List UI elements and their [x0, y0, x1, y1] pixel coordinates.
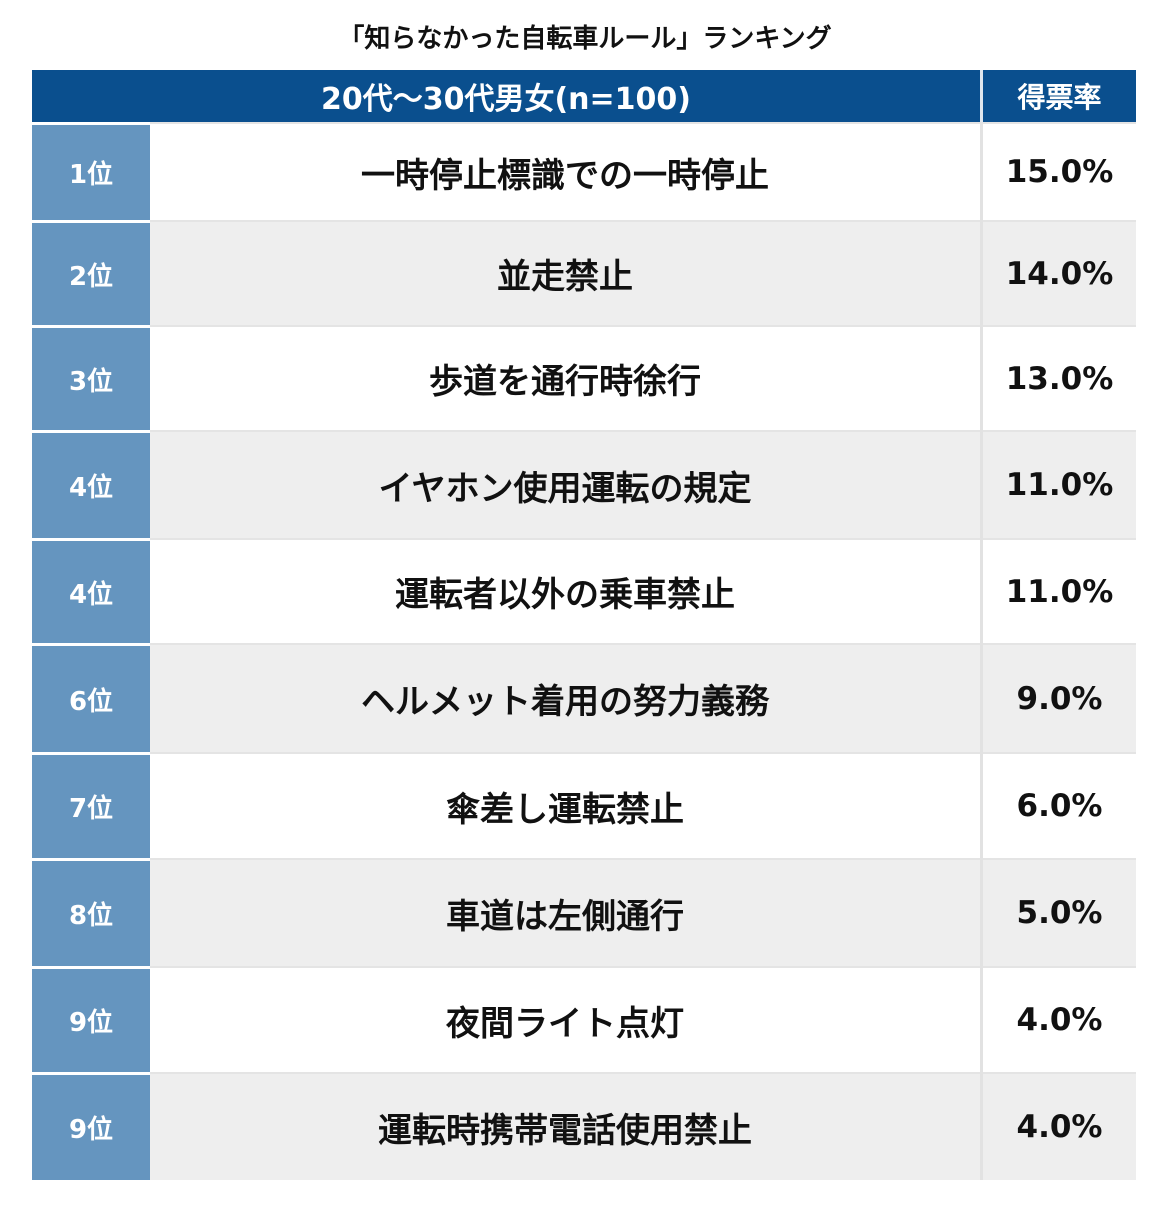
rank-cell: 1位: [32, 122, 150, 220]
item-cell: 車道は左側通行: [150, 858, 980, 966]
table-row: 7位 傘差し運転禁止 6.0%: [32, 752, 1136, 858]
item-cell: 一時停止標識での一時停止: [150, 122, 980, 220]
rate-cell: 11.0%: [983, 538, 1136, 643]
item-cell: 傘差し運転禁止: [150, 752, 980, 858]
table-row: 4位 イヤホン使用運転の規定 11.0%: [32, 430, 1136, 538]
rank-cell: 4位: [32, 538, 150, 643]
column-divider: [980, 966, 983, 1072]
column-divider: [980, 430, 983, 538]
rate-cell: 15.0%: [983, 122, 1136, 220]
table-row: 3位 歩道を通行時徐行 13.0%: [32, 325, 1136, 430]
column-divider: [980, 643, 983, 752]
rate-cell: 13.0%: [983, 325, 1136, 430]
item-cell: 運転者以外の乗車禁止: [150, 538, 980, 643]
table-row: 6位 ヘルメット着用の努力義務 9.0%: [32, 643, 1136, 752]
column-divider: [980, 1072, 983, 1180]
table-row: 9位 運転時携帯電話使用禁止 4.0%: [32, 1072, 1136, 1180]
column-divider: [980, 122, 983, 220]
rank-cell: 4位: [32, 430, 150, 538]
table-row: 1位 一時停止標識での一時停止 15.0%: [32, 122, 1136, 220]
table-row: 8位 車道は左側通行 5.0%: [32, 858, 1136, 966]
column-divider: [980, 325, 983, 430]
rate-cell: 14.0%: [983, 220, 1136, 325]
column-divider: [980, 858, 983, 966]
rate-cell: 6.0%: [983, 752, 1136, 858]
rank-cell: 6位: [32, 643, 150, 752]
rank-cell: 9位: [32, 1072, 150, 1180]
column-divider: [980, 220, 983, 325]
rank-cell: 7位: [32, 752, 150, 858]
rate-cell: 4.0%: [983, 966, 1136, 1072]
item-cell: 夜間ライト点灯: [150, 966, 980, 1072]
rate-cell: 5.0%: [983, 858, 1136, 966]
header-divider: [980, 70, 983, 122]
rate-cell: 9.0%: [983, 643, 1136, 752]
table-row: 9位 夜間ライト点灯 4.0%: [32, 966, 1136, 1072]
rank-cell: 9位: [32, 966, 150, 1072]
table-header: 20代〜30代男女(n=100) 得票率: [32, 70, 1136, 122]
item-cell: 歩道を通行時徐行: [150, 325, 980, 430]
group-header: 20代〜30代男女(n=100): [32, 70, 980, 122]
chart-title: 「知らなかった自転車ルール」ランキング: [338, 24, 832, 54]
rank-cell: 3位: [32, 325, 150, 430]
table-row: 4位 運転者以外の乗車禁止 11.0%: [32, 538, 1136, 643]
ranking-table: 20代〜30代男女(n=100) 得票率 1位 一時停止標識での一時停止 15.…: [32, 70, 1136, 1180]
column-divider: [980, 538, 983, 643]
table-row: 2位 並走禁止 14.0%: [32, 220, 1136, 325]
rank-cell: 8位: [32, 858, 150, 966]
item-cell: イヤホン使用運転の規定: [150, 430, 980, 538]
item-cell: ヘルメット着用の努力義務: [150, 643, 980, 752]
item-cell: 並走禁止: [150, 220, 980, 325]
rate-cell: 11.0%: [983, 430, 1136, 538]
column-divider: [980, 752, 983, 858]
rank-cell: 2位: [32, 220, 150, 325]
rate-header: 得票率: [983, 70, 1136, 122]
item-cell: 運転時携帯電話使用禁止: [150, 1072, 980, 1180]
rate-cell: 4.0%: [983, 1072, 1136, 1180]
